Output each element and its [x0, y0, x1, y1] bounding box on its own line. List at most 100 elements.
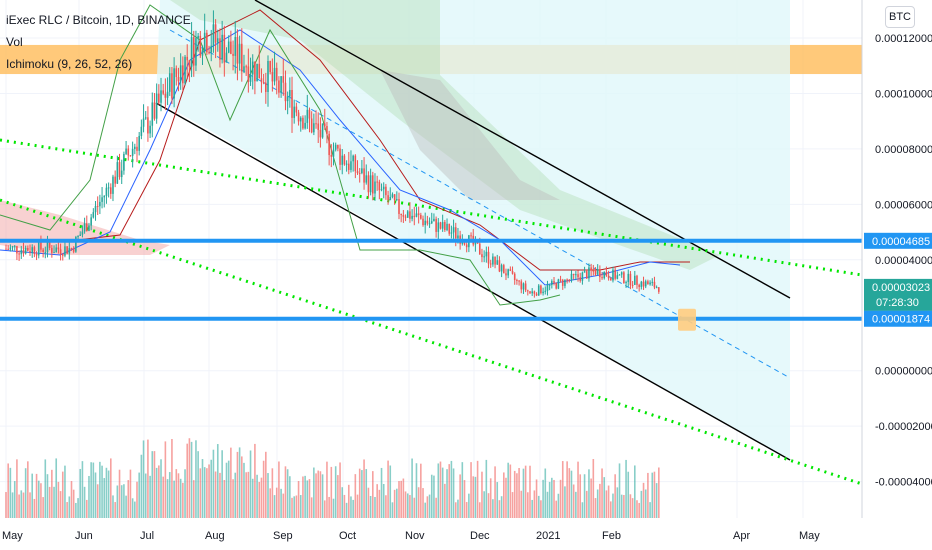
candle-body[interactable]	[315, 123, 317, 125]
candle-body[interactable]	[655, 287, 658, 289]
candle-body[interactable]	[168, 73, 171, 92]
candle-body[interactable]	[356, 171, 359, 173]
candle-body[interactable]	[540, 285, 542, 294]
candle-body[interactable]	[566, 279, 568, 281]
candle-body[interactable]	[542, 291, 544, 294]
candle-body[interactable]	[153, 102, 156, 119]
candle-body[interactable]	[470, 235, 472, 237]
candle-body[interactable]	[609, 278, 612, 281]
candle-body[interactable]	[192, 37, 195, 66]
candle-body[interactable]	[241, 43, 243, 72]
candle-body[interactable]	[658, 287, 660, 292]
candle-body[interactable]	[372, 175, 374, 194]
candle-body[interactable]	[201, 50, 204, 56]
candle-body[interactable]	[337, 144, 339, 149]
candle-body[interactable]	[171, 73, 173, 99]
candle-body[interactable]	[492, 256, 494, 265]
candle-body[interactable]	[457, 235, 459, 239]
candle-body[interactable]	[262, 82, 265, 84]
candle-body[interactable]	[142, 118, 145, 127]
candle-body[interactable]	[389, 197, 392, 200]
candle-body[interactable]	[199, 35, 202, 56]
candle-body[interactable]	[596, 269, 599, 275]
candle-body[interactable]	[424, 220, 426, 226]
candle-body[interactable]	[363, 168, 365, 183]
symbol-title[interactable]: iExec RLC / Bitcoin, 1D, BINANCE	[6, 13, 191, 27]
candle-body[interactable]	[343, 155, 346, 165]
candle-body[interactable]	[37, 242, 40, 256]
candle-body[interactable]	[511, 270, 514, 274]
candle-body[interactable]	[247, 66, 250, 82]
candle-body[interactable]	[564, 279, 566, 286]
candle-body[interactable]	[190, 37, 193, 67]
candle-body[interactable]	[77, 235, 79, 237]
candle-body[interactable]	[310, 118, 313, 133]
candle-body[interactable]	[620, 272, 623, 275]
candle-body[interactable]	[164, 93, 167, 98]
candle-body[interactable]	[441, 222, 444, 229]
candle-body[interactable]	[7, 248, 9, 250]
candle-body[interactable]	[267, 60, 269, 93]
candle-body[interactable]	[112, 176, 114, 194]
candle-body[interactable]	[516, 279, 518, 281]
candle-body[interactable]	[227, 41, 230, 53]
candle-body[interactable]	[42, 249, 44, 253]
candle-body[interactable]	[369, 175, 372, 193]
candle-body[interactable]	[68, 248, 71, 254]
candle-body[interactable]	[317, 123, 320, 130]
candle-body[interactable]	[430, 221, 433, 224]
candle-body[interactable]	[638, 284, 640, 287]
candle-body[interactable]	[629, 273, 632, 285]
candle-body[interactable]	[463, 241, 466, 245]
candle-body[interactable]	[376, 181, 378, 183]
candle-body[interactable]	[136, 146, 138, 151]
candle-body[interactable]	[529, 291, 531, 294]
candle-body[interactable]	[575, 274, 577, 276]
candle-body[interactable]	[134, 146, 136, 149]
candle-body[interactable]	[120, 170, 123, 178]
candle-body[interactable]	[518, 280, 520, 282]
candle-body[interactable]	[271, 72, 274, 82]
candle-body[interactable]	[33, 247, 36, 255]
candle-body[interactable]	[210, 45, 213, 53]
candle-body[interactable]	[323, 123, 326, 127]
candle-body[interactable]	[55, 247, 58, 253]
candle-body[interactable]	[29, 250, 31, 253]
candle-body[interactable]	[230, 41, 232, 54]
candle-body[interactable]	[607, 275, 610, 279]
candle-body[interactable]	[365, 175, 368, 183]
candle-body[interactable]	[129, 155, 132, 157]
candle-body[interactable]	[411, 215, 413, 219]
candle-body[interactable]	[616, 275, 619, 279]
candle-body[interactable]	[31, 247, 33, 253]
candle-body[interactable]	[358, 172, 361, 174]
candle-body[interactable]	[177, 77, 180, 82]
candle-body[interactable]	[487, 251, 490, 264]
candle-body[interactable]	[166, 91, 169, 98]
candle-body[interactable]	[182, 65, 184, 84]
candle-body[interactable]	[465, 244, 468, 248]
candle-body[interactable]	[225, 52, 228, 63]
candle-body[interactable]	[509, 269, 512, 271]
candle-body[interactable]	[409, 211, 411, 219]
candle-body[interactable]	[520, 281, 523, 290]
candle-body[interactable]	[13, 246, 16, 248]
candle-body[interactable]	[625, 282, 627, 284]
candle-body[interactable]	[330, 155, 333, 157]
candle-body[interactable]	[286, 96, 289, 102]
candle-body[interactable]	[197, 35, 199, 39]
candle-body[interactable]	[387, 195, 389, 200]
candle-body[interactable]	[27, 248, 29, 251]
candle-body[interactable]	[83, 223, 86, 232]
candle-body[interactable]	[485, 251, 488, 257]
candle-body[interactable]	[426, 220, 429, 224]
candle-body[interactable]	[72, 248, 75, 252]
candle-body[interactable]	[437, 222, 440, 232]
candle-body[interactable]	[212, 24, 215, 46]
candle-body[interactable]	[588, 267, 590, 279]
candle-body[interactable]	[297, 112, 300, 122]
candle-body[interactable]	[513, 273, 516, 280]
candle-body[interactable]	[489, 263, 492, 265]
candle-body[interactable]	[446, 223, 448, 230]
candle-body[interactable]	[546, 285, 549, 291]
